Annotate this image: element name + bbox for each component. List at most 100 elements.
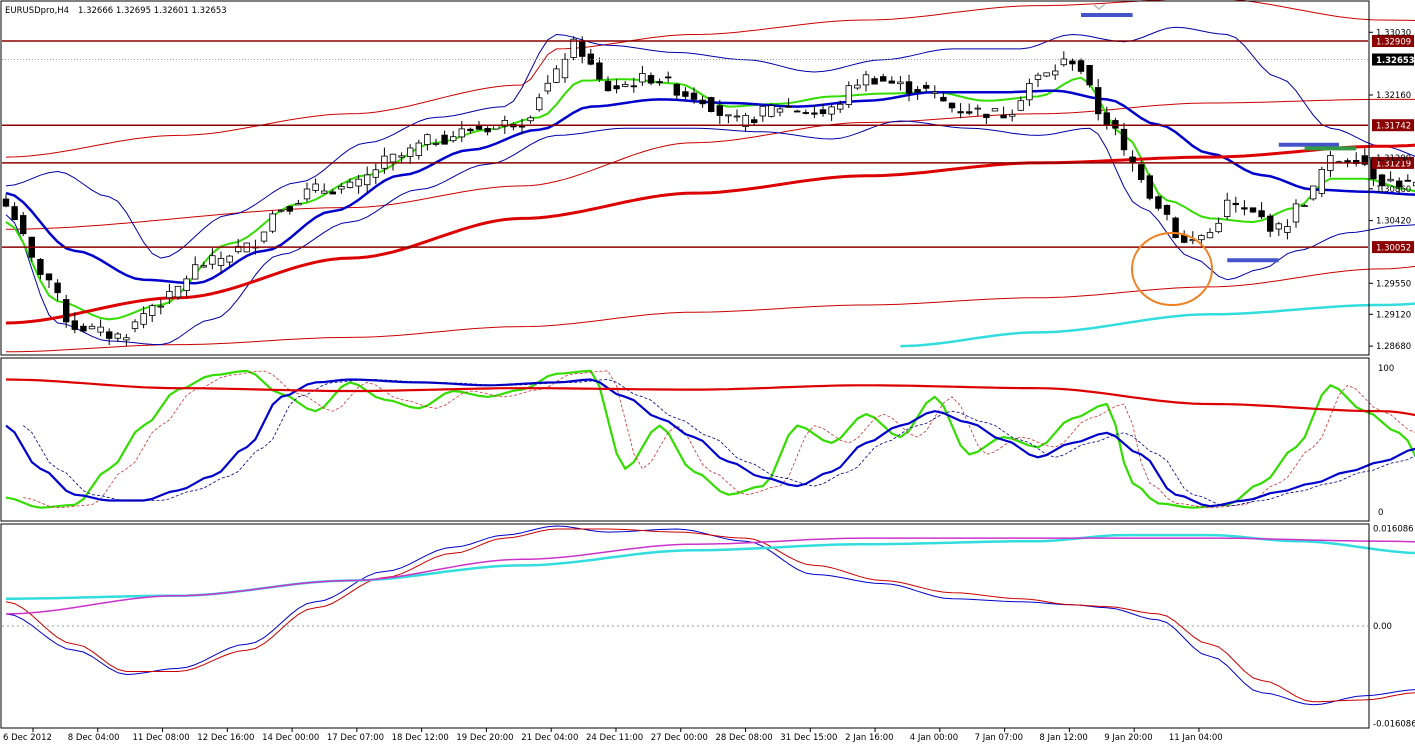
candle xyxy=(1396,177,1403,194)
time-tick-label: 31 Dec 15:00 xyxy=(780,733,837,743)
candle-body-bull xyxy=(157,305,164,308)
candle xyxy=(854,79,861,90)
candle-body-bear xyxy=(579,41,586,57)
candle-body-bull xyxy=(1292,203,1300,223)
candle-body-bull xyxy=(561,58,569,79)
candle-body-bull xyxy=(372,169,379,178)
candle-body-bull xyxy=(1310,185,1317,200)
candle xyxy=(794,109,801,113)
candle-body-bull xyxy=(226,255,233,263)
time-tick-label: 6 Dec 2012 xyxy=(3,733,52,743)
candle xyxy=(1120,122,1128,156)
candle xyxy=(424,133,431,151)
candle-body-bear xyxy=(708,97,715,113)
candle xyxy=(467,127,474,134)
candle xyxy=(957,103,964,119)
candle-body-bear xyxy=(1138,164,1145,181)
ohlc-values: 1.32666 1.32695 1.32601 1.32653 xyxy=(78,6,227,16)
candle xyxy=(1310,185,1317,201)
stochastic-tick-label: 100 xyxy=(1378,364,1394,374)
time-tick-label: 19 Dec 20:00 xyxy=(456,733,513,743)
candle xyxy=(80,323,87,333)
candle-body-bull xyxy=(406,147,414,157)
candle xyxy=(303,182,311,202)
price-tick-label: 1.30860 xyxy=(1376,185,1411,195)
candle xyxy=(1224,192,1231,220)
candle-body-bull xyxy=(432,142,440,145)
candle-body-bull xyxy=(389,153,397,163)
stochastic-panel[interactable]: 100 0 xyxy=(0,357,1415,522)
candle xyxy=(54,279,61,301)
candle xyxy=(286,205,293,215)
candle-body-bear xyxy=(63,299,70,323)
candle-body-bull xyxy=(501,120,508,127)
candle-body-bull xyxy=(553,68,560,83)
candle-body-bull xyxy=(200,265,207,268)
candle-body-bear xyxy=(2,198,10,207)
candle xyxy=(217,251,225,274)
candle-body-bull xyxy=(209,255,216,265)
candle-body-bull xyxy=(1026,83,1033,101)
price-panel[interactable]: EURUSDpro,H4 1.32666 1.32695 1.32601 1.3… xyxy=(0,0,1415,356)
candle xyxy=(742,112,749,132)
candle xyxy=(923,81,930,92)
time-tick-label: 14 Dec 00:00 xyxy=(262,733,319,743)
candle-body-bear xyxy=(966,111,973,114)
candle-body-bear xyxy=(1112,120,1119,129)
candle xyxy=(1043,72,1050,78)
candle-body-bull xyxy=(415,142,422,156)
candle xyxy=(673,83,680,100)
candle-body-bear xyxy=(957,111,964,114)
candle-body-bear xyxy=(802,112,809,114)
candle xyxy=(1404,174,1411,182)
candle-body-bear xyxy=(647,75,655,84)
candle xyxy=(1086,65,1093,88)
level-label-text: 1.32909 xyxy=(1376,38,1411,48)
candle xyxy=(1413,181,1415,187)
candle xyxy=(372,163,379,185)
candle-body-bull xyxy=(527,117,534,122)
price-tick-label: 1.29550 xyxy=(1376,279,1411,289)
candle xyxy=(1301,204,1308,208)
candle-body-bear xyxy=(475,125,483,130)
candle-body-bull xyxy=(1060,58,1067,66)
candle xyxy=(1146,173,1153,201)
candle xyxy=(897,76,904,91)
candle-body-bear xyxy=(656,81,663,84)
price-tick-label: 1.28680 xyxy=(1376,342,1411,352)
time-tick-label: 2 Jan 16:00 xyxy=(845,733,893,743)
candle-body-bear xyxy=(673,84,680,96)
candle-body-bear xyxy=(819,109,827,114)
candle xyxy=(1026,78,1033,106)
candle-body-bull xyxy=(140,313,147,325)
candle-body-bull xyxy=(338,185,345,190)
candle xyxy=(157,299,164,315)
candle-body-bear xyxy=(785,105,792,108)
candle xyxy=(888,76,895,84)
candle-body-bull xyxy=(1301,205,1308,208)
candle-body-bear xyxy=(1069,60,1076,65)
candle xyxy=(845,81,852,109)
horizontal-levels[interactable] xyxy=(2,40,1368,248)
candle-body-bull xyxy=(974,107,981,110)
candle-body-bear xyxy=(940,96,947,102)
level-label-background xyxy=(1372,119,1414,132)
stochastic-signal-dashed-2 xyxy=(22,379,1415,507)
candle-body-bull xyxy=(174,285,182,298)
candle-body-bull xyxy=(768,105,775,117)
candle xyxy=(226,254,233,269)
candle-body-bear xyxy=(1129,156,1136,164)
price-tick-label: 1.30420 xyxy=(1376,217,1411,227)
candle-body-bull xyxy=(1224,199,1231,217)
price-tick-label: 1.32160 xyxy=(1376,91,1411,101)
level-label-text: 1.31742 xyxy=(1376,122,1411,132)
candle xyxy=(148,303,156,322)
macd-panel[interactable]: 0.016086 0.00 -0.016086 xyxy=(0,523,1415,730)
candle xyxy=(432,138,440,147)
stochastic-line-1 xyxy=(5,369,1415,509)
candle xyxy=(97,319,104,337)
candle-body-bear xyxy=(1267,215,1274,232)
candle xyxy=(931,85,938,99)
candle xyxy=(759,105,766,122)
